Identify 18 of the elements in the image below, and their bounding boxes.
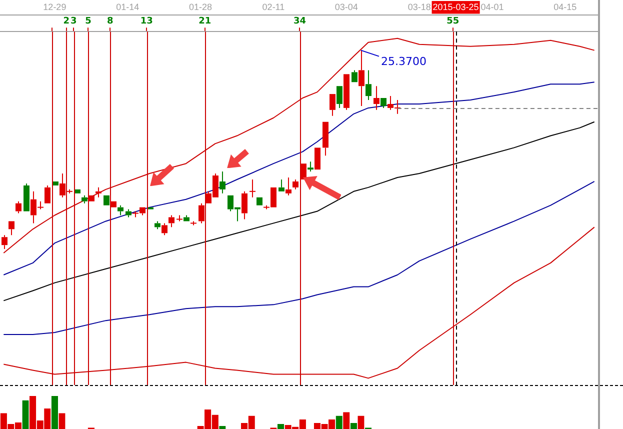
x-tick-label: 03-18 [408,2,431,12]
x2-tick-label: 5 [85,16,92,27]
x-tick-label: 01-28 [189,2,212,12]
x2-tick-label: 34 [293,16,306,27]
x2-tick-label: 3 [70,16,77,27]
x-tick-label: 2015-03-25 [432,2,479,12]
x2-tick-label: 55 [446,16,460,27]
annotation: 25.3700 [380,55,426,68]
x-tick-label: 12-29 [43,2,66,12]
x-tick-label: 04-01 [480,2,504,12]
x-tick-label: 01-14 [116,2,140,12]
x2-tick-label: 8 [106,16,114,27]
x-tick-label: 04-15 [554,2,577,12]
x-tick-label: 03-04 [334,2,358,12]
x2-tick-label: 2 [63,16,70,27]
x2-tick-label: 13 [140,16,153,27]
x-tick-label: 02-11 [262,2,285,12]
x2-tick-label: 21 [198,16,212,27]
